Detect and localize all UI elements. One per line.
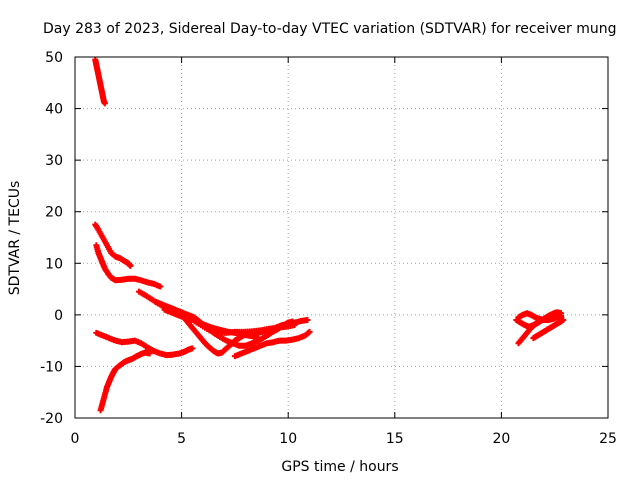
y-tick-label: 0 — [54, 308, 63, 324]
x-axis-label: GPS time / hours — [281, 459, 398, 475]
data-point — [189, 345, 196, 352]
y-tick-label: 20 — [45, 205, 63, 221]
data-point — [560, 317, 567, 324]
axis-ticks: 0 5 10 15 20 25 -20 -10 0 10 20 30 40 50 — [40, 50, 617, 447]
x-tick-label: 20 — [492, 431, 510, 447]
data-series — [189, 317, 298, 336]
y-tick-label: 10 — [45, 256, 63, 272]
y-tick-label: 40 — [45, 102, 63, 118]
y-tick-label: 50 — [45, 50, 63, 66]
data-series — [515, 310, 565, 324]
data-point — [101, 100, 108, 107]
x-tick-label: 15 — [386, 431, 404, 447]
data-point — [291, 322, 298, 329]
data-series — [92, 56, 108, 107]
y-tick-label: 30 — [45, 153, 63, 169]
data-point — [157, 283, 164, 290]
data-points — [92, 56, 567, 414]
plot-frame — [74, 56, 609, 419]
x-tick-label: 25 — [599, 431, 617, 447]
data-series — [93, 329, 196, 359]
x-tick-label: 5 — [177, 431, 186, 447]
data-series — [530, 317, 567, 342]
grid-lines — [75, 57, 608, 418]
data-series — [231, 328, 313, 360]
data-point — [306, 328, 313, 335]
data-series — [92, 221, 134, 269]
x-tick-label: 10 — [279, 431, 297, 447]
data-series — [93, 242, 164, 290]
y-tick-label: -10 — [40, 359, 63, 375]
data-point — [127, 262, 134, 269]
y-tick-label: -20 — [40, 411, 63, 427]
data-point — [146, 350, 153, 357]
data-point — [558, 312, 565, 319]
x-tick-label: 0 — [71, 431, 80, 447]
data-series — [97, 349, 153, 414]
y-axis-label: SDTVAR / TECUs — [7, 181, 23, 296]
chart-title: Day 283 of 2023, Sidereal Day-to-day VTE… — [43, 21, 617, 37]
data-point — [304, 317, 311, 324]
